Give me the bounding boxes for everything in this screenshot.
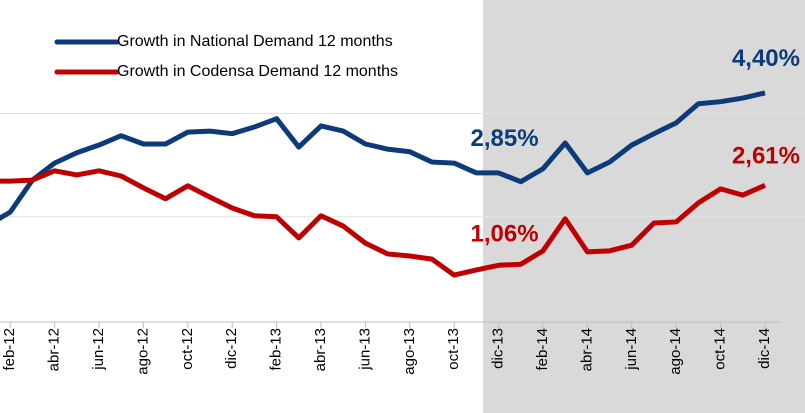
x-tick-label: feb-13	[268, 328, 285, 371]
x-tick-label: abr-12	[46, 328, 63, 371]
series-line	[0, 168, 767, 278]
x-tick-label: ago-12	[134, 328, 151, 375]
legend-label: Growth in National Demand 12 months	[117, 33, 393, 50]
data-label: 2,61%	[732, 143, 800, 170]
x-tick-label: dic-14	[756, 328, 773, 369]
x-tick-label: dic-12	[223, 328, 240, 369]
x-tick-label: ago-13	[401, 328, 418, 375]
series-line	[0, 90, 766, 221]
x-tick-label: feb-14	[534, 328, 551, 371]
x-tick-label: jun-12	[90, 328, 107, 371]
legend: Growth in National Demand 12 months Growt…	[54, 33, 398, 80]
x-tick-label: jun-13	[356, 328, 373, 371]
highlight-region	[483, 0, 805, 413]
x-tick-label: jun-14	[623, 328, 640, 371]
data-label: 4,40%	[732, 45, 800, 72]
x-tick-label: abr-13	[312, 328, 329, 371]
x-tick-label: oct-12	[179, 328, 196, 370]
data-label: 1,06%	[471, 221, 539, 248]
x-tick-label: feb-12	[1, 328, 18, 371]
legend-label: Growth in Codensa Demand 12 months	[117, 63, 398, 80]
x-tick-label: ago-14	[667, 328, 684, 375]
x-tick-label: oct-13	[445, 328, 462, 370]
data-label: 2,85%	[471, 125, 539, 152]
x-tick-label: dic-13	[490, 328, 507, 369]
x-tick-label: abr-14	[578, 328, 595, 371]
x-tick-label: oct-14	[712, 328, 729, 370]
